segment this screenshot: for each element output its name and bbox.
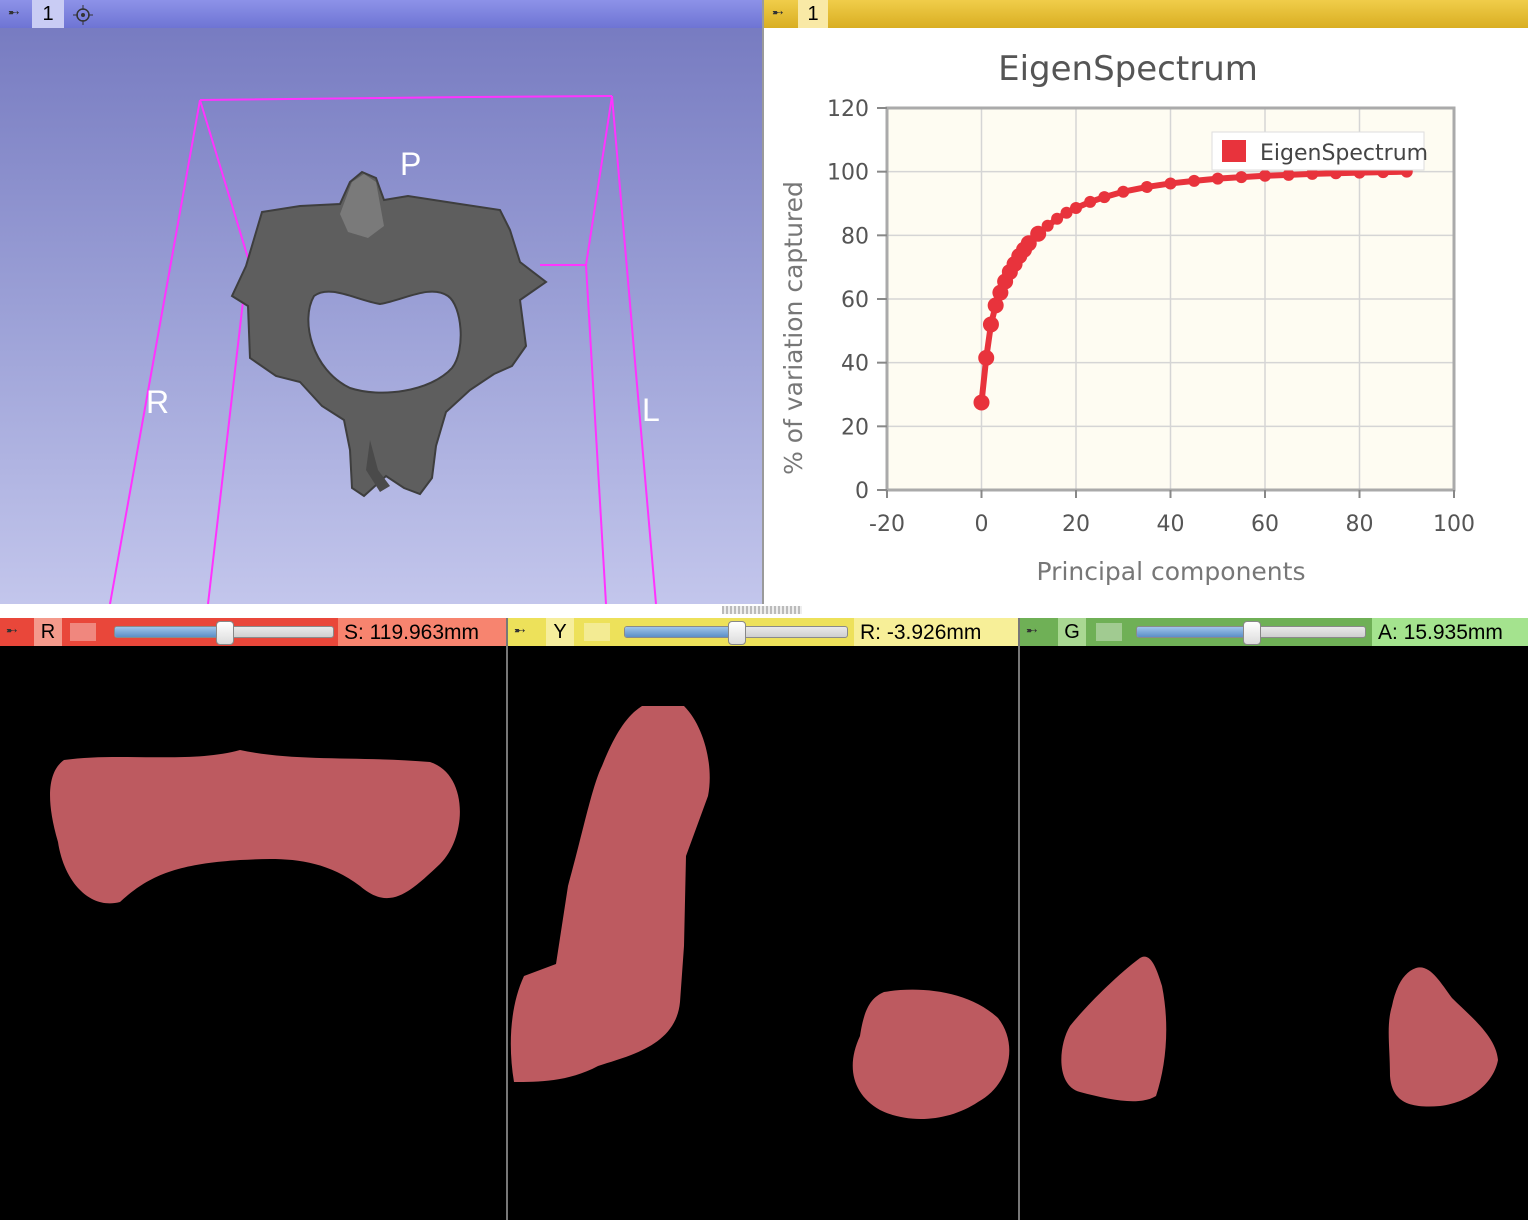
data-point	[1117, 185, 1130, 198]
3d-view-controller-bar: ➸ 1	[0, 0, 762, 28]
view-number: 1	[798, 0, 828, 28]
pin-icon[interactable]: ➸	[6, 623, 18, 639]
y-tick-label: 20	[841, 415, 869, 440]
x-tick-label: -20	[869, 512, 905, 537]
legend-label: EigenSpectrum	[1260, 141, 1428, 166]
x-tick-label: 60	[1251, 512, 1279, 537]
data-point	[982, 316, 999, 333]
eigenspectrum-chart: EigenSpectrum -20 0 20 40 60 80 100 0204060801…	[779, 49, 1475, 586]
pin-icon[interactable]: ➸	[1026, 623, 1038, 639]
slice-letter: Y	[546, 618, 574, 646]
x-tick-label: 80	[1346, 512, 1374, 537]
data-point	[1282, 168, 1295, 181]
y-tick-label: 80	[841, 224, 869, 249]
data-point	[1030, 225, 1047, 242]
slice-controller-bar-yellow: ➸ Y R: -3.926mm	[508, 618, 1018, 646]
bounding-box	[109, 95, 657, 604]
vertebra-model	[230, 170, 548, 498]
data-point	[1070, 201, 1082, 214]
slice-offset-slider[interactable]	[624, 621, 848, 645]
view-number: 1	[32, 0, 64, 28]
data-point	[1060, 206, 1073, 219]
x-tick-label: 20	[1062, 512, 1090, 537]
pin-icon[interactable]: ➸	[8, 5, 20, 21]
data-point	[1235, 171, 1248, 184]
y-tick-labels: 0 20 40 60 80 100 120	[827, 97, 887, 504]
x-tick-label: 40	[1157, 512, 1185, 537]
vertical-divider	[762, 0, 764, 604]
chart-view[interactable]: ➸ 1 EigenSpectrum -20 0 20 40 60 80 100 0 20 40 6…	[764, 0, 1528, 604]
data-point	[1140, 180, 1153, 193]
slider-thumb[interactable]	[728, 621, 746, 645]
chart-view-controller-bar: ➸ 1	[764, 0, 1528, 28]
y-axis-label: % of variation captured	[779, 181, 808, 475]
y-tick-label: 60	[841, 288, 869, 313]
slider-thumb[interactable]	[216, 621, 234, 645]
link-icon[interactable]	[584, 623, 610, 641]
data-point	[1306, 167, 1319, 180]
slice-offset-value: S: 119.963mm	[338, 618, 506, 646]
series-eigenspectrum	[973, 165, 1413, 411]
3d-view[interactable]: ➸ 1 P R L	[0, 0, 762, 604]
data-point	[1211, 172, 1224, 185]
crosshair-icon[interactable]	[72, 4, 94, 26]
link-icon[interactable]	[1096, 623, 1122, 641]
data-point	[1084, 195, 1097, 208]
3d-render	[109, 95, 657, 604]
data-point	[1051, 212, 1064, 225]
y-tick-label: 40	[841, 352, 869, 377]
slice-offset-value: A: 15.935mm	[1372, 618, 1528, 646]
x-tick-label: 0	[975, 512, 989, 537]
orientation-label-right: R	[146, 384, 170, 420]
data-point	[1188, 174, 1201, 187]
slice-offset-slider[interactable]	[1136, 621, 1366, 645]
slice-offset-slider[interactable]	[114, 621, 334, 645]
link-icon[interactable]	[70, 623, 96, 641]
x-axis-label: Principal components	[1037, 557, 1306, 586]
pin-icon[interactable]: ➸	[772, 5, 784, 21]
legend-swatch	[1222, 140, 1246, 162]
slider-thumb[interactable]	[1243, 621, 1261, 645]
segmentation-red	[50, 750, 460, 904]
segmentation-yellow	[510, 706, 1010, 1120]
slice-letter: R	[34, 618, 62, 646]
data-point	[1098, 191, 1111, 204]
data-point	[1041, 219, 1054, 232]
orientation-label-left: L	[642, 392, 660, 428]
chart-legend: EigenSpectrum	[1211, 131, 1428, 171]
layout-splitter[interactable]	[0, 604, 1528, 618]
slice-letter: G	[1058, 618, 1086, 646]
slice-view-yellow[interactable]: ➸ Y R: -3.926mm	[508, 618, 1018, 1220]
orientation-label-posterior: P	[400, 146, 422, 182]
chart-title: EigenSpectrum	[998, 49, 1258, 89]
data-point	[987, 297, 1004, 314]
x-tick-label: 100	[1433, 512, 1475, 537]
slice-view-green[interactable]: ➸ G A: 15.935mm	[1020, 618, 1528, 1220]
pin-icon[interactable]: ➸	[514, 623, 526, 639]
data-point	[973, 394, 990, 411]
x-tick-labels: -20 0 20 40 60 80 100	[869, 490, 1475, 537]
data-point	[1164, 177, 1177, 190]
data-point	[1259, 169, 1271, 182]
slice-view-red[interactable]: ➸ R S: 119.963mm	[0, 618, 506, 1220]
slice-controller-bar-green: ➸ G A: 15.935mm	[1020, 618, 1528, 646]
y-tick-label: 100	[827, 161, 869, 186]
y-tick-label: 0	[855, 479, 869, 504]
slice-offset-value: R: -3.926mm	[854, 618, 1018, 646]
y-tick-label: 120	[827, 97, 869, 122]
data-point	[978, 349, 995, 366]
slice-divider	[506, 618, 508, 1220]
segmentation-green	[1061, 956, 1498, 1107]
splitter-handle[interactable]	[722, 606, 802, 614]
slice-divider	[1018, 618, 1020, 1220]
slice-controller-bar-red: ➸ R S: 119.963mm	[0, 618, 506, 646]
